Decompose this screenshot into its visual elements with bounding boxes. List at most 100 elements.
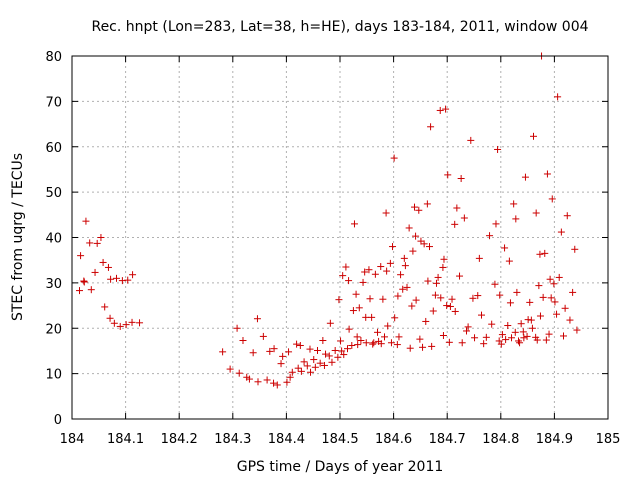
- data-point: [335, 296, 343, 304]
- data-point: [542, 336, 550, 344]
- data-point: [415, 206, 423, 214]
- data-point: [510, 200, 518, 208]
- data-point: [80, 278, 88, 286]
- data-point: [423, 200, 431, 208]
- data-point: [122, 321, 130, 329]
- data-point: [478, 311, 486, 319]
- data-point: [288, 368, 296, 376]
- data-point: [409, 247, 417, 255]
- data-point: [494, 145, 502, 153]
- data-point: [380, 333, 388, 341]
- data-point: [508, 334, 516, 342]
- data-point: [445, 338, 453, 346]
- data-point: [345, 277, 353, 285]
- data-point: [362, 313, 370, 321]
- data-point: [516, 339, 524, 347]
- data-point: [439, 263, 447, 271]
- data-point: [136, 319, 144, 327]
- data-point: [395, 333, 403, 341]
- data-point: [432, 279, 440, 287]
- data-point: [548, 195, 556, 203]
- data-point: [523, 332, 531, 340]
- data-point: [389, 243, 397, 251]
- data-point: [566, 316, 574, 324]
- data-point: [532, 209, 540, 217]
- data-point: [551, 298, 559, 306]
- data-point: [386, 259, 394, 267]
- data-point: [492, 220, 500, 228]
- data-point: [316, 359, 324, 367]
- data-point: [469, 294, 477, 302]
- data-point: [541, 249, 549, 257]
- data-point: [446, 302, 454, 310]
- data-point: [527, 316, 535, 324]
- data-point: [453, 204, 461, 212]
- data-point: [401, 262, 409, 270]
- data-point: [408, 302, 416, 310]
- data-point: [497, 340, 505, 348]
- x-axis-label: GPS time / Days of year 2011: [237, 459, 444, 475]
- data-point: [506, 299, 514, 307]
- data-point: [399, 285, 407, 293]
- data-point: [112, 274, 120, 282]
- data-point: [331, 346, 339, 354]
- data-point: [397, 271, 405, 279]
- data-point: [226, 365, 234, 373]
- data-point: [322, 350, 330, 358]
- data-point: [300, 358, 308, 366]
- data-point: [448, 295, 456, 303]
- data-point: [502, 336, 510, 344]
- data-point: [311, 363, 319, 371]
- data-point: [97, 234, 105, 241]
- data-point: [239, 337, 247, 345]
- data-point: [350, 220, 358, 228]
- data-point: [328, 358, 336, 366]
- data-point: [462, 327, 470, 335]
- data-point: [99, 258, 107, 266]
- data-point: [428, 342, 436, 350]
- data-point: [427, 123, 435, 131]
- y-tick-label: 20: [45, 322, 62, 337]
- data-point: [306, 345, 314, 353]
- data-points: [76, 52, 581, 389]
- data-point: [474, 292, 482, 300]
- data-point: [377, 340, 385, 348]
- data-point: [571, 245, 579, 253]
- data-point: [535, 282, 543, 290]
- data-point: [294, 364, 302, 372]
- data-point: [297, 367, 305, 375]
- data-point: [475, 254, 483, 262]
- data-point: [394, 292, 402, 300]
- y-axis-label: STEC from uqrg / TECUs: [10, 153, 26, 321]
- data-point: [424, 277, 432, 285]
- data-point: [440, 255, 448, 263]
- data-point: [116, 322, 124, 330]
- data-point: [77, 252, 85, 260]
- data-point: [456, 272, 464, 280]
- data-point: [353, 333, 361, 341]
- data-point: [557, 228, 565, 236]
- y-tick-label: 50: [45, 186, 62, 201]
- data-point: [439, 332, 447, 340]
- data-point: [93, 239, 101, 247]
- data-point: [573, 326, 581, 334]
- data-point: [406, 344, 414, 352]
- data-point: [361, 268, 369, 276]
- data-point: [444, 171, 452, 179]
- data-point: [313, 346, 321, 354]
- data-point: [545, 330, 553, 338]
- data-point: [403, 283, 411, 291]
- data-point: [307, 368, 315, 376]
- data-point: [405, 224, 413, 232]
- grid-layer: [72, 56, 608, 419]
- x-tick-label: 184.6: [375, 432, 412, 447]
- data-point: [384, 322, 392, 330]
- data-point: [553, 310, 561, 318]
- data-point: [486, 232, 494, 240]
- data-point: [393, 341, 401, 349]
- data-point: [563, 212, 571, 220]
- data-point: [354, 341, 362, 349]
- data-point: [391, 314, 399, 322]
- data-point: [569, 288, 577, 296]
- data-point: [293, 340, 301, 348]
